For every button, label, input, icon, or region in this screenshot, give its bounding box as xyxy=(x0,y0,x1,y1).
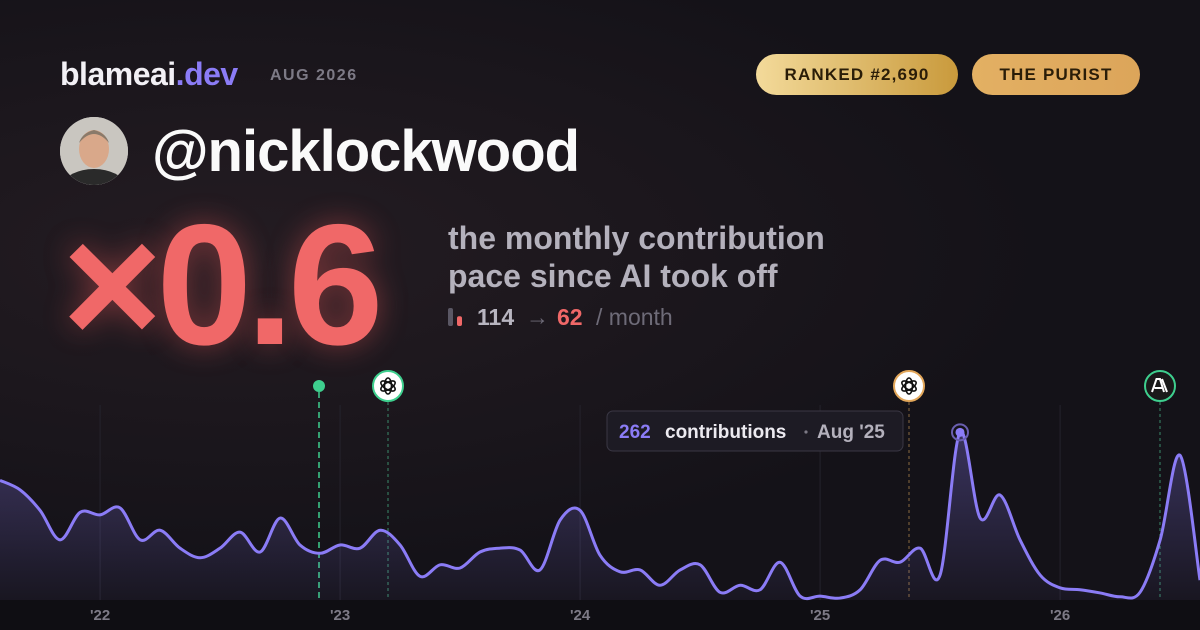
brand: blameai.dev xyxy=(60,56,238,93)
tooltip-value: 262 xyxy=(619,422,651,443)
tooltip-separator xyxy=(804,430,808,434)
rank-badge: RANKED #2,690 xyxy=(756,54,958,95)
x-tick-label: '23 xyxy=(330,607,350,624)
axis-strip xyxy=(0,600,1200,630)
x-tick-label: '25 xyxy=(810,607,830,624)
highlight-ring xyxy=(951,423,969,442)
tooltip-date: Aug '25 xyxy=(817,422,885,443)
highlight-point xyxy=(955,427,965,437)
stat-unit: / month xyxy=(596,304,673,330)
tooltip-box xyxy=(606,410,904,452)
brand-tld: .dev xyxy=(175,56,239,92)
area xyxy=(0,431,1200,600)
stat-after: 62 xyxy=(557,304,583,330)
handle: @nicklockwood xyxy=(152,119,580,184)
x-tick-label: '26 xyxy=(1050,607,1070,624)
multiplier: ×0.6 xyxy=(62,189,384,381)
line xyxy=(0,430,1200,601)
openai-icon xyxy=(893,370,925,402)
period: AUG 2026 xyxy=(270,67,358,84)
tooltip: 262 contributions Aug '25 xyxy=(606,410,904,452)
x-tick-label: '24 xyxy=(570,607,591,624)
stat-bar xyxy=(448,308,453,326)
openai-icon xyxy=(372,370,404,402)
stat-arrow: → xyxy=(526,304,549,330)
anthropic-icon xyxy=(1144,370,1176,402)
title-badge: THE PURIST xyxy=(972,54,1140,95)
brand-name: blameai xyxy=(60,56,176,92)
event-dot xyxy=(313,380,325,392)
avatar-image xyxy=(60,117,128,185)
x-tick-label: '22 xyxy=(90,607,110,624)
tooltip-unit: contributions xyxy=(665,422,786,443)
stat-before: 114 xyxy=(477,304,515,330)
stat-bar xyxy=(457,316,462,326)
description: pace since AI took off xyxy=(448,258,778,294)
stat-bars xyxy=(448,308,462,326)
description: the monthly contribution xyxy=(448,220,825,256)
avatar xyxy=(60,117,128,185)
